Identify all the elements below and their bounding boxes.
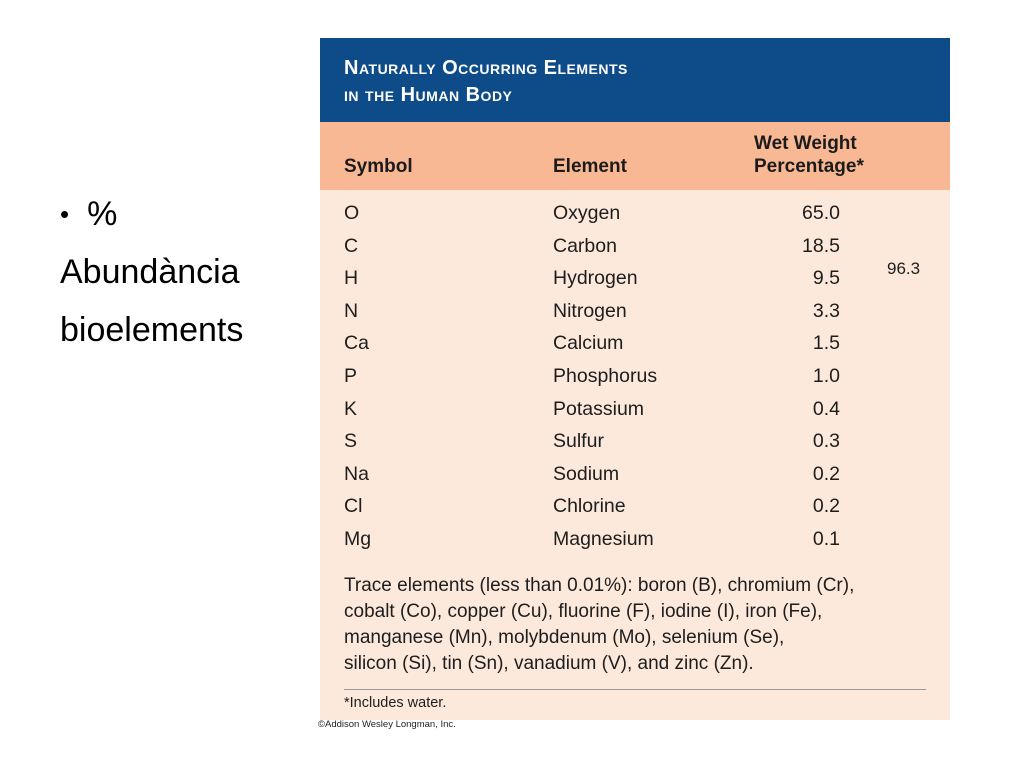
cell-percentage: 1.0: [812, 365, 840, 387]
trace-line: cobalt (Co), copper (Cu), fluorine (F), …: [344, 601, 823, 622]
footnote: *Includes water.: [344, 695, 447, 711]
elements-table-figure: Naturally Occurring Elements in the Huma…: [320, 38, 950, 720]
cell-percentage: 9.5: [812, 267, 840, 290]
table-row: N Nitrogen 3.3: [320, 300, 950, 332]
cell-percentage: 0.1: [812, 528, 840, 550]
cell-element: Phosphorus: [553, 365, 658, 387]
figure-title-line-1: Naturally Occurring Elements: [344, 57, 628, 79]
table-row: S Sulfur 0.3: [320, 430, 950, 462]
table-row: Ca Calcium 1.5: [320, 332, 950, 364]
cell-element: Nitrogen: [553, 299, 627, 322]
header-element: Element: [553, 156, 627, 177]
cell-element: Hydrogen: [553, 267, 638, 290]
cell-symbol: O: [344, 202, 360, 224]
cell-symbol: Cl: [344, 495, 363, 518]
cell-element: Chlorine: [553, 495, 626, 518]
cell-symbol: N: [344, 299, 359, 322]
cell-element: Magnesium: [553, 528, 654, 550]
table-row: Na Sodium 0.2: [320, 463, 950, 495]
bullet-item: • %: [60, 185, 243, 243]
trace-line: silicon (Si), tin (Sn), vanadium (V), an…: [344, 653, 754, 674]
table-row: O Oxygen 65.0: [320, 202, 950, 234]
table-row: Cl Chlorine 0.2: [320, 495, 950, 527]
bullet-text: %: [87, 195, 118, 233]
slide-line-1: Abundància: [60, 253, 240, 291]
figure-title-line-2: in the Human Body: [344, 84, 513, 106]
cell-symbol: S: [344, 430, 358, 453]
table-row: C Carbon 18.5: [320, 235, 950, 267]
header-percentage: Wet Weight Percentage*: [754, 132, 864, 178]
cell-symbol: Mg: [344, 528, 372, 550]
header-percentage-line-2: Percentage*: [754, 156, 864, 177]
cell-element: Calcium: [553, 332, 624, 355]
cell-symbol: K: [344, 397, 358, 420]
figure-title: Naturally Occurring Elements in the Huma…: [320, 38, 950, 122]
header-symbol: Symbol: [344, 156, 413, 177]
cell-percentage: 18.5: [802, 234, 840, 257]
cell-percentage: 3.3: [812, 299, 840, 322]
header-percentage-line-1: Wet Weight: [754, 133, 857, 154]
cell-percentage: 0.2: [812, 495, 840, 518]
cell-element: Carbon: [553, 234, 617, 257]
table-header: Symbol Element Wet Weight Percentage*: [320, 122, 950, 190]
slide-line-2: bioelements: [60, 311, 244, 349]
footnote-divider: [344, 689, 926, 690]
cell-percentage: 1.5: [812, 332, 840, 355]
cell-symbol: H: [344, 267, 359, 290]
cell-symbol: C: [344, 234, 359, 257]
cell-element: Potassium: [553, 397, 645, 420]
cell-percentage: 0.2: [812, 462, 840, 485]
bracket-total: 96.3: [887, 259, 921, 278]
cell-percentage: 0.3: [812, 430, 840, 453]
cell-element: Sodium: [553, 462, 620, 485]
cell-element: Sulfur: [553, 430, 604, 453]
copyright-credit: ©Addison Wesley Longman, Inc.: [318, 719, 456, 730]
trace-elements-note: Trace elements (less than 0.01%): boron …: [344, 573, 934, 677]
cell-percentage: 65.0: [802, 202, 840, 224]
bullet-dot-icon: •: [60, 199, 70, 229]
table-row: Mg Magnesium 0.1: [320, 528, 950, 560]
table-row: H Hydrogen 9.5: [320, 267, 950, 299]
cell-symbol: Na: [344, 462, 369, 485]
cell-symbol: Ca: [344, 332, 369, 355]
trace-line: Trace elements (less than 0.01%): boron …: [344, 575, 855, 596]
table-row: P Phosphorus 1.0: [320, 365, 950, 397]
slide-text: • % Abundància bioelements: [60, 185, 243, 359]
cell-symbol: P: [344, 365, 358, 387]
cell-percentage: 0.4: [812, 397, 840, 420]
cell-element: Oxygen: [553, 202, 621, 224]
table-row: K Potassium 0.4: [320, 398, 950, 430]
trace-line: manganese (Mn), molybdenum (Mo), seleniu…: [344, 627, 785, 648]
